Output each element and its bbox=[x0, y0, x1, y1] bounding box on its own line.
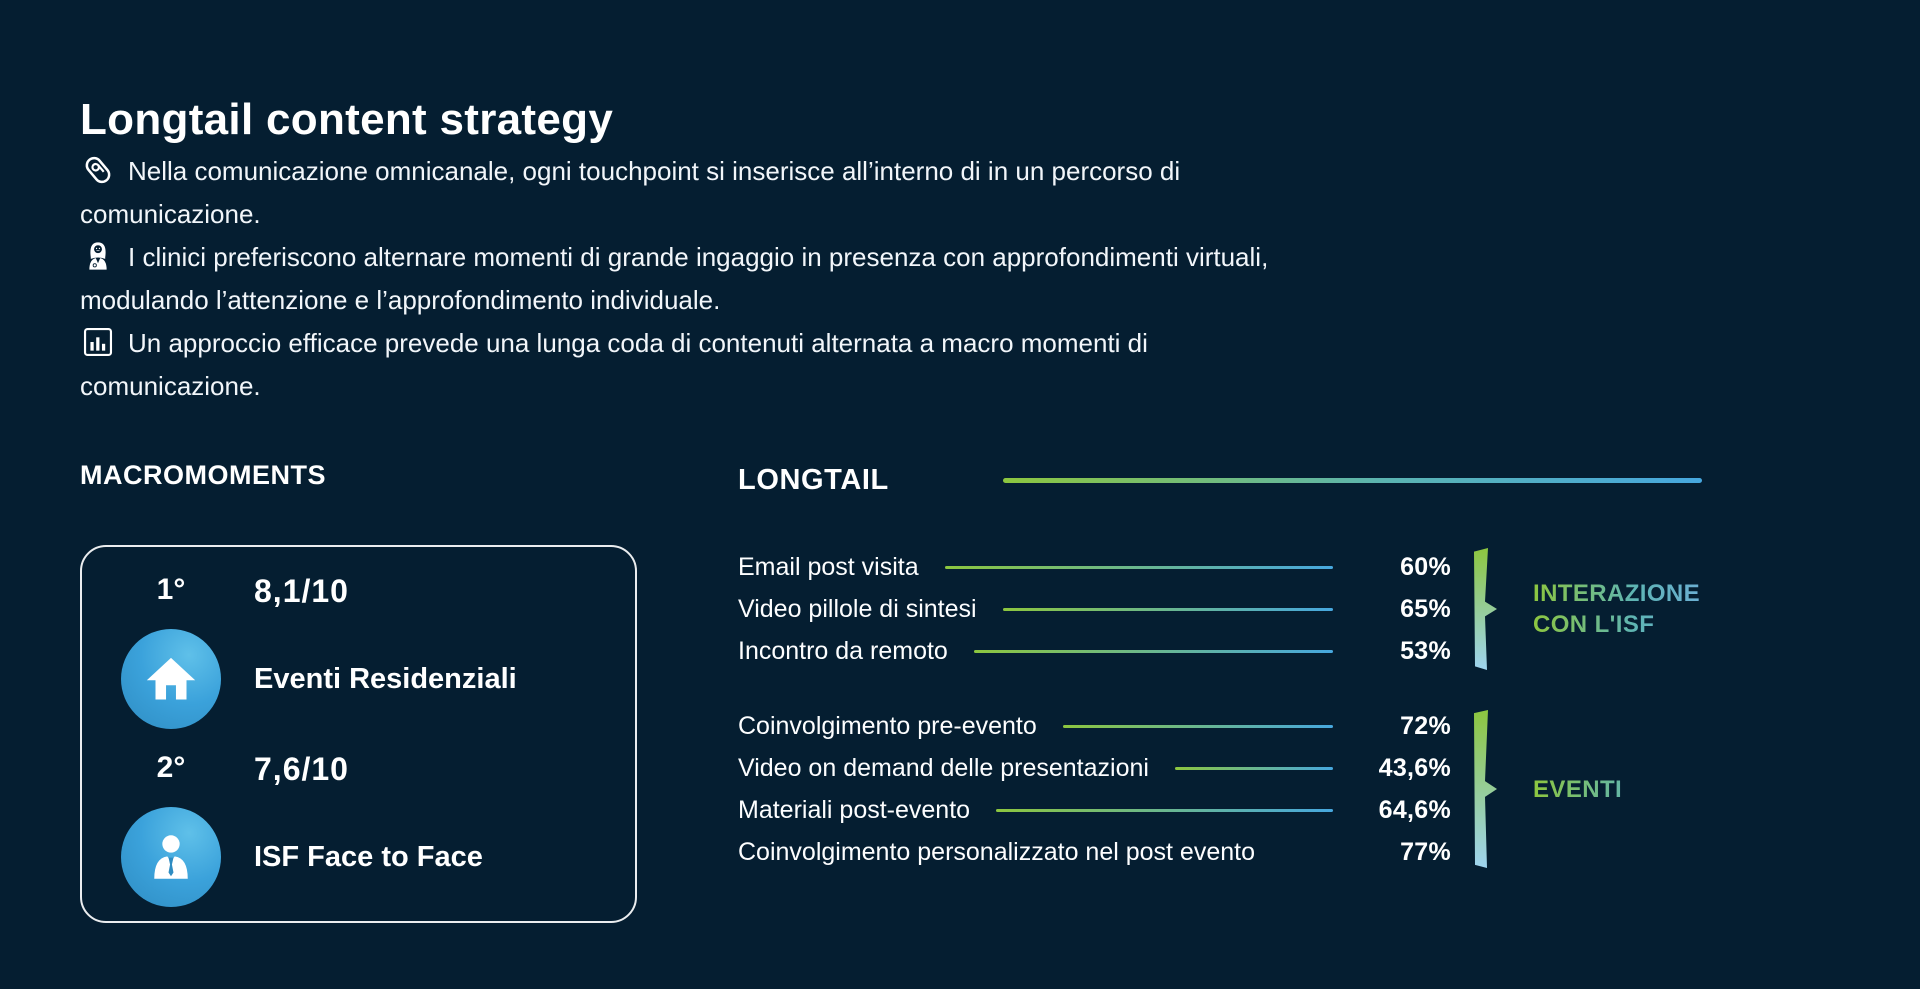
intro-paragraph-text: I clinici preferiscono alternare momenti… bbox=[80, 242, 1269, 315]
brace-bracket-icon bbox=[1471, 710, 1497, 868]
row-label: Email post visita bbox=[738, 552, 919, 581]
longtail-header: LONGTAIL bbox=[738, 464, 1702, 497]
group-rows: Coinvolgimento pre-evento 72% Video on d… bbox=[738, 705, 1451, 873]
group-label-interazione: INTERAZIONE CON L'ISF bbox=[1533, 578, 1718, 640]
row-label: Video pillole di sintesi bbox=[738, 594, 977, 623]
gradient-rule bbox=[1002, 478, 1702, 483]
row-label: Coinvolgimento pre-evento bbox=[738, 711, 1037, 740]
row-label: Materiali post-evento bbox=[738, 795, 971, 824]
row-percentage: 60% bbox=[1400, 552, 1451, 581]
list-item: Video on demand delle presentazioni 43,6… bbox=[738, 747, 1451, 789]
connector-line bbox=[1062, 724, 1333, 728]
longtail-groups: Email post visita 60% Video pillole di s… bbox=[738, 546, 1718, 873]
macromoment-label: Eventi Residenziali bbox=[254, 662, 517, 695]
macromoments-panel: 1° 8,1/10 Eventi Residenziali 2° 7,6/10 bbox=[80, 545, 637, 923]
group-label-eventi: EVENTI bbox=[1533, 774, 1718, 805]
house-icon bbox=[140, 648, 202, 710]
rank-label: 2° bbox=[156, 751, 186, 784]
group-rows: Email post visita 60% Video pillole di s… bbox=[738, 546, 1451, 672]
list-item: Coinvolgimento pre-evento 72% bbox=[738, 705, 1451, 747]
longtail-group-isf: Email post visita 60% Video pillole di s… bbox=[738, 546, 1718, 672]
list-item: Incontro da remoto 53% bbox=[738, 630, 1451, 672]
intro-paragraph: Nella comunicazione omnicanale, ogni tou… bbox=[80, 150, 1290, 236]
score-value: 7,6/10 bbox=[254, 751, 349, 787]
row-percentage: 65% bbox=[1400, 594, 1451, 623]
intro-paragraph: Un approccio efficace prevede una lunga … bbox=[80, 322, 1290, 408]
row-label: Video on demand delle presentazioni bbox=[738, 753, 1149, 782]
intro-paragraph: I clinici preferiscono alternare momenti… bbox=[80, 236, 1290, 322]
intro-text-block: Nella comunicazione omnicanale, ogni tou… bbox=[80, 150, 1290, 408]
connector-line bbox=[1174, 766, 1333, 770]
row-percentage: 77% bbox=[1400, 837, 1451, 866]
row-label: Coinvolgimento personalizzato nel post e… bbox=[738, 837, 1255, 866]
row-percentage: 64,6% bbox=[1378, 795, 1451, 824]
row-label: Incontro da remoto bbox=[738, 636, 948, 665]
rank-label: 1° bbox=[156, 573, 186, 606]
person-badge bbox=[121, 807, 221, 907]
intro-paragraph-text: Nella comunicazione omnicanale, ogni tou… bbox=[80, 156, 1181, 229]
longtail-heading: LONGTAIL bbox=[738, 464, 889, 496]
connector-line bbox=[944, 565, 1333, 569]
list-item: Coinvolgimento personalizzato nel post e… bbox=[738, 831, 1451, 873]
longtail-group-eventi: Coinvolgimento pre-evento 72% Video on d… bbox=[738, 705, 1718, 873]
list-item: Video pillole di sintesi 65% bbox=[738, 588, 1451, 630]
connector-line bbox=[1002, 607, 1333, 611]
connector-line bbox=[996, 808, 1333, 812]
connector-line bbox=[973, 649, 1333, 653]
macromoment-item-2: 2° 7,6/10 ISF Face to Face bbox=[110, 751, 615, 909]
intro-paragraph-text: Un approccio efficace prevede una lunga … bbox=[80, 328, 1148, 401]
list-item: Materiali post-evento 64,6% bbox=[738, 789, 1451, 831]
bar-chart-icon bbox=[80, 324, 116, 360]
health-worker-icon bbox=[80, 238, 116, 274]
paperclip-icon bbox=[80, 152, 116, 188]
list-item: Email post visita 60% bbox=[738, 546, 1451, 588]
macromoments-heading: MACROMOMENTS bbox=[80, 460, 326, 490]
house-badge bbox=[121, 629, 221, 729]
row-percentage: 43,6% bbox=[1378, 753, 1451, 782]
score-value: 8,1/10 bbox=[254, 573, 349, 609]
row-percentage: 53% bbox=[1400, 636, 1451, 665]
macromoment-item-1: 1° 8,1/10 Eventi Residenziali bbox=[110, 573, 615, 731]
page-title: Longtail content strategy bbox=[80, 95, 614, 145]
macromoment-label: ISF Face to Face bbox=[254, 840, 483, 873]
person-icon bbox=[140, 826, 202, 888]
brace-bracket-icon bbox=[1471, 548, 1497, 670]
row-percentage: 72% bbox=[1400, 711, 1451, 740]
